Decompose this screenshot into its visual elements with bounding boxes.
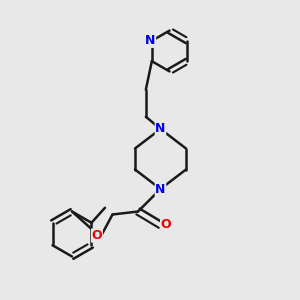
Text: N: N bbox=[145, 34, 155, 47]
Text: N: N bbox=[155, 122, 166, 135]
Text: O: O bbox=[92, 229, 102, 242]
Text: O: O bbox=[160, 218, 171, 232]
Text: N: N bbox=[155, 183, 166, 196]
